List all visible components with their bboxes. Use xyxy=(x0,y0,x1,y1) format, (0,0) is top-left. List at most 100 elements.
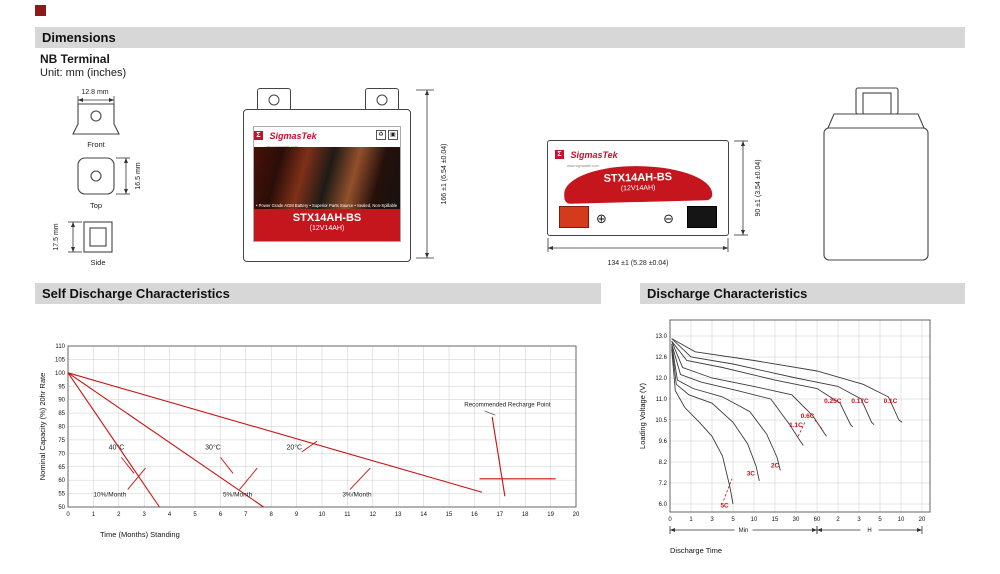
svg-text:3: 3 xyxy=(710,517,714,523)
curve-label-5C: 5C xyxy=(720,503,729,510)
svg-text:19: 19 xyxy=(547,512,554,518)
pointer-segment xyxy=(301,440,318,453)
battery-front-label: Σ SigmasTek www.sigmastek.com ♻ ▣ • Powe… xyxy=(253,126,401,242)
minus-symbol: ⊖ xyxy=(663,212,674,227)
svg-text:55: 55 xyxy=(58,492,65,498)
svg-text:5: 5 xyxy=(193,512,197,518)
svg-text:110: 110 xyxy=(55,344,65,350)
positive-terminal-block xyxy=(559,206,589,228)
svg-text:20: 20 xyxy=(573,512,580,518)
label-cert-icons: ♻ ▣ xyxy=(376,130,398,140)
unit-note: Unit: mm (inches) xyxy=(40,67,127,79)
brand-tagline-side: www.sigmastek.com xyxy=(567,164,599,168)
x-axis-label: Time (Months) Standing xyxy=(100,530,180,539)
svg-text:11.0: 11.0 xyxy=(656,397,668,403)
series-40°C xyxy=(67,372,160,508)
series-2C xyxy=(671,343,781,471)
curve-label-3C: 3C xyxy=(747,471,756,478)
unit-group-H: H xyxy=(867,528,871,534)
svg-text:13.0: 13.0 xyxy=(655,334,667,340)
series-3C xyxy=(671,346,760,481)
svg-text:50: 50 xyxy=(58,505,65,511)
pointer-segment xyxy=(120,457,135,474)
self-discharge-chart-svg: 0 1 2 3 4 5 6 7 8 9 10 11 12 13 14 15 16 17 18 19 2050556065… xyxy=(38,344,580,539)
svg-text:3: 3 xyxy=(857,517,861,523)
svg-text:7.2: 7.2 xyxy=(659,481,668,487)
annotation-40-c: 40°C xyxy=(109,443,125,451)
svg-text:3: 3 xyxy=(143,512,147,518)
discharge-chart: 0 1 3 5 10 15 30 60 2 3 5 10 20 13.0 12.6 12.0 11.0 10.5 9… xyxy=(636,308,970,570)
annotation-10-month: 10%/Month xyxy=(93,491,126,498)
unit-group-Min: Min xyxy=(739,528,749,534)
chart-grid xyxy=(67,345,577,508)
annotation-20-c: 20°C xyxy=(286,443,302,451)
side-width-dim-text: 134 ±1 (5.28 ±0.04) xyxy=(607,260,668,267)
svg-text:10: 10 xyxy=(898,517,905,523)
svg-text:8.2: 8.2 xyxy=(659,460,668,466)
series-recharge-drop xyxy=(491,417,506,497)
svg-text:1: 1 xyxy=(689,517,693,523)
battery-front-body: Σ SigmasTek www.sigmastek.com ♻ ▣ • Powe… xyxy=(243,109,411,262)
front-height-dimension: 166 ±1 (6.54 ±0.04) xyxy=(416,89,448,259)
y-axis-label: Loading Voltage (V) xyxy=(638,383,647,449)
brand-logo-icon: Σ xyxy=(254,131,263,141)
svg-text:17: 17 xyxy=(496,512,503,518)
svg-text:4: 4 xyxy=(168,512,172,518)
terminal-front-label: Front xyxy=(87,140,105,149)
terminal-drawings: 12.8 mm Front Top 16.5 mm Side 17.5 mm xyxy=(53,89,142,267)
svg-text:105: 105 xyxy=(55,357,66,363)
series-30°C xyxy=(67,372,264,508)
pointer-segment xyxy=(220,457,234,474)
front-height-dim-text: 166 ±1 (6.54 ±0.04) xyxy=(441,143,448,204)
svg-text:14: 14 xyxy=(420,512,427,518)
discharge-header-text: Discharge Characteristics xyxy=(647,286,808,301)
dimensions-header-text: Dimensions xyxy=(42,30,116,45)
profile-body xyxy=(823,127,929,261)
side-height-dim-text: 90 ±1 (3.54 ±0.04) xyxy=(755,159,762,216)
dimensions-header-bar: Dimensions xyxy=(35,27,965,48)
discharge-header-bar: Discharge Characteristics xyxy=(640,283,965,304)
leader-line xyxy=(797,420,806,437)
svg-text:13: 13 xyxy=(395,512,402,518)
plus-symbol: ⊕ xyxy=(596,212,607,227)
brand-name: SigmasTek xyxy=(269,130,317,141)
svg-text:85: 85 xyxy=(58,411,65,417)
svg-text:1: 1 xyxy=(92,512,96,518)
discharge-chart-svg: 0 1 3 5 10 15 30 60 2 3 5 10 20 13.0 12.6 12.0 11.0 10.5 9… xyxy=(638,319,931,555)
label-features-text: • Power Grade AGM Battery • Superior Par… xyxy=(256,203,398,208)
svg-text:5: 5 xyxy=(878,517,882,523)
model-text: STX14AH-BS xyxy=(292,212,362,224)
svg-text:20: 20 xyxy=(919,517,926,523)
self-discharge-header-text: Self Discharge Characteristics xyxy=(42,286,230,301)
svg-text:12: 12 xyxy=(369,512,376,518)
svg-text:100: 100 xyxy=(55,371,66,377)
svg-text:6: 6 xyxy=(219,512,223,518)
side-label-model-band: STX14AH-BS (12V14AH) xyxy=(563,164,713,204)
spec-text: (12V14AH) xyxy=(309,225,345,232)
svg-text:18: 18 xyxy=(522,512,529,518)
brand-corner-mark xyxy=(35,5,46,16)
y-axis-label: Nominal Capacity (%) 20hr Rate xyxy=(38,373,47,481)
terminal-top-height-dim: 16.5 mm xyxy=(135,162,142,189)
x-axis-label: Discharge Time xyxy=(670,546,722,555)
battery-profile-view xyxy=(823,87,929,261)
leader-line xyxy=(723,478,733,501)
svg-text:70: 70 xyxy=(58,451,65,457)
label-model-band: STX14AH-BS (12V14AH) xyxy=(254,209,400,241)
svg-text:2: 2 xyxy=(117,512,121,518)
pointer-segment xyxy=(127,467,146,490)
curve-label-0.25C: 0.25C xyxy=(824,398,842,405)
side-width-dimension: 134 ±1 (5.28 ±0.04) xyxy=(547,238,729,267)
negative-terminal-block xyxy=(687,206,717,228)
curve-label-2C: 2C xyxy=(771,462,780,469)
profile-lid xyxy=(827,113,925,129)
series-0.17C xyxy=(671,338,875,426)
self-discharge-chart: 0 1 2 3 4 5 6 7 8 9 10 11 12 13 14 15 16 17 18 19 20 50 55 60 65… xyxy=(35,312,613,564)
svg-text:0: 0 xyxy=(66,512,70,518)
series-1.1C xyxy=(671,343,804,446)
svg-text:15: 15 xyxy=(772,517,779,523)
annotation-3-month: 3%/Month xyxy=(342,491,372,498)
series-20°C xyxy=(67,372,483,493)
chart-grid xyxy=(669,320,930,512)
